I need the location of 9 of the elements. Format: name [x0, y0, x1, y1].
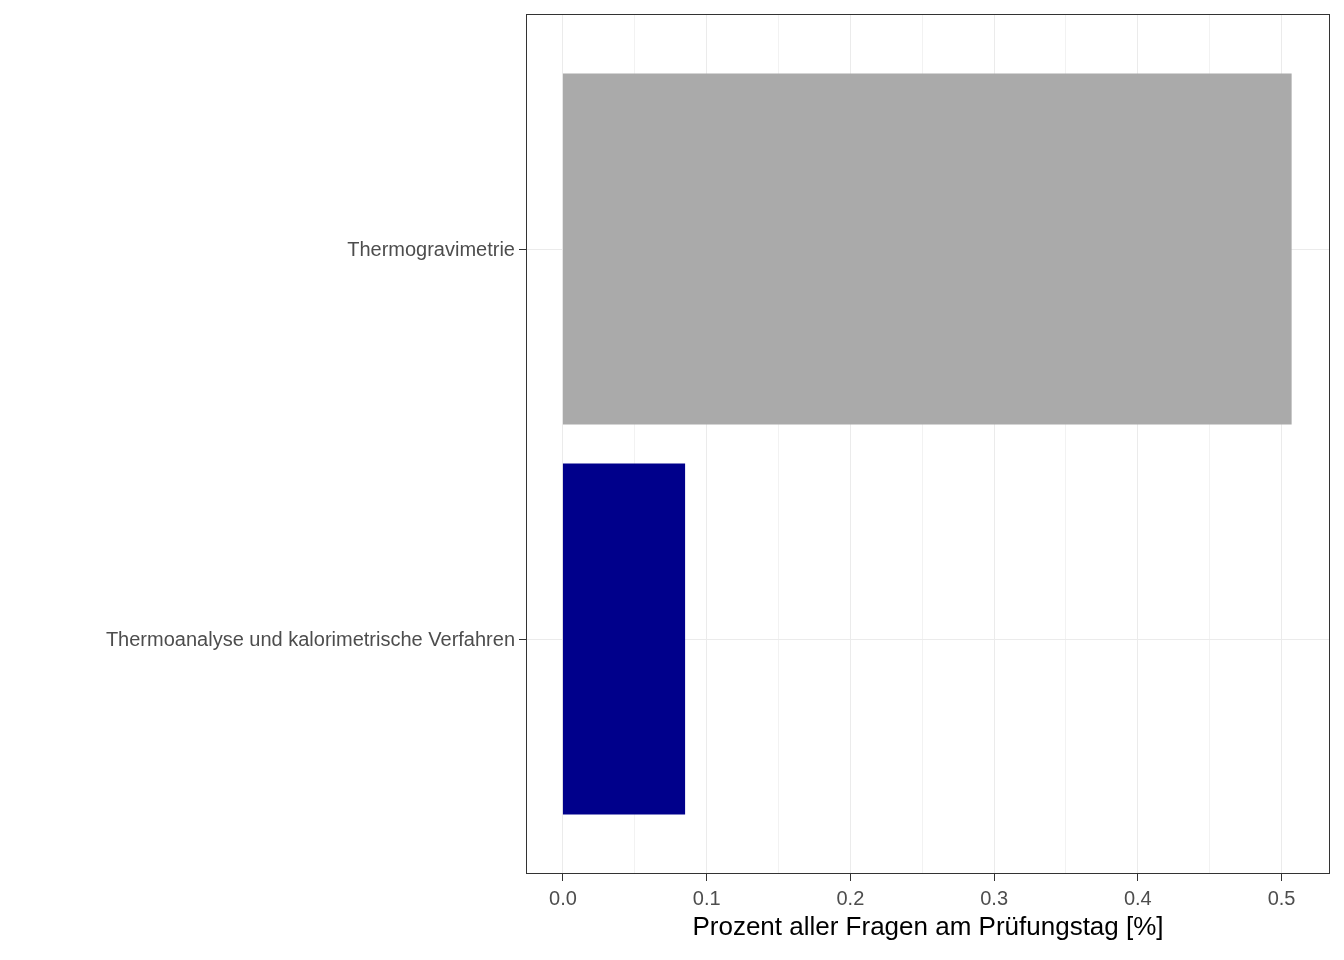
x-tick-label: 0.0: [549, 887, 577, 909]
x-tick-label: 0.2: [836, 887, 865, 909]
y-tick-label: Thermoanalyse und kalorimetrische Verfahren: [105, 628, 515, 650]
x-axis-title: Prozent aller Fragen am Prüfungstag [%]: [692, 910, 1164, 941]
x-tick-label: 0.5: [1267, 887, 1296, 909]
x-tick-label: 0.4: [1123, 887, 1152, 909]
x-tick-label: 0.3: [980, 887, 1009, 909]
x-tick-label: 0.1: [692, 887, 721, 909]
y-tick-label: Thermogravimetrie: [347, 238, 515, 260]
